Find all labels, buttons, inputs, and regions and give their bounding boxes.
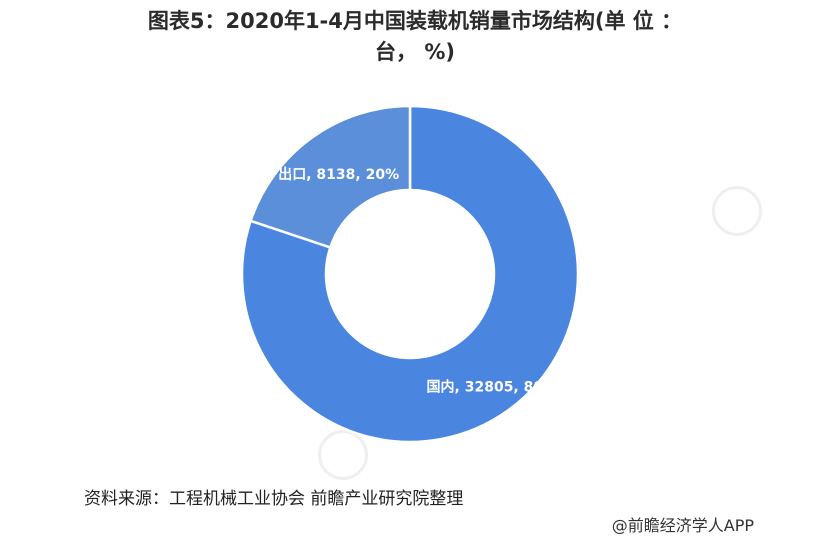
slice-label-国内: 国内, 32805, 80% (427, 379, 558, 396)
labels-layer: 国内, 32805, 80% 出口, 8138, 20% (278, 166, 557, 396)
source-note: 资料来源：工程机械工业协会 前瞻产业研究院整理 (84, 489, 464, 509)
slice-label-出口: 出口, 8138, 20% (278, 166, 399, 183)
watermark-logo-icon (712, 186, 762, 236)
donut-slice-出口 (249, 104, 412, 250)
credit-text: @前瞻经济学人APP (611, 516, 754, 535)
chart-title-line-2: 台， %) (375, 40, 455, 64)
chart-title-line-1: 图表5：2020年1-4月中国装载机销量市场结构(单 位 ： (147, 9, 683, 33)
slices-layer (240, 104, 580, 444)
watermark-logo-icon (318, 430, 368, 480)
chart-title: 图表5：2020年1-4月中国装载机销量市场结构(单 位 ： 台， %) (90, 6, 740, 68)
donut-slice-国内 (240, 104, 580, 444)
